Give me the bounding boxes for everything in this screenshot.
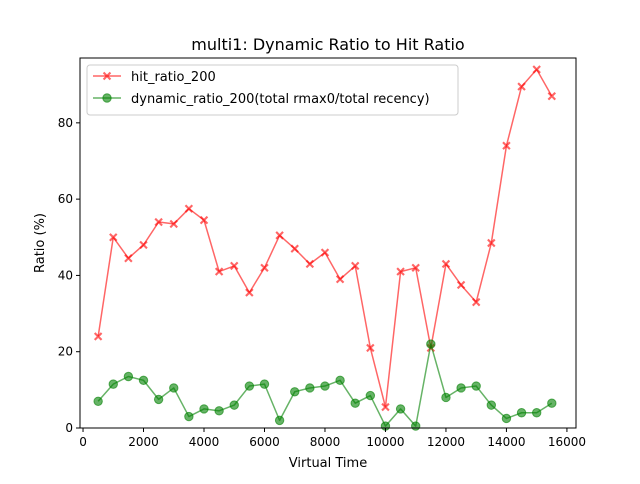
data-point: [124, 254, 133, 263]
legend-entry-hit-ratio: hit_ratio_200: [93, 70, 216, 85]
legend-box: [86, 64, 459, 116]
x-axis-ticks: 0 2000 4000 6000 8000 10000 12000 14000 16000: [79, 428, 586, 449]
data-point: [456, 280, 466, 290]
data-point: [230, 261, 239, 271]
data-point: [471, 381, 481, 391]
data-point: [138, 375, 149, 386]
x-tick-label: 16000: [548, 435, 586, 449]
data-point: [109, 233, 118, 242]
data-point: [471, 297, 481, 307]
data-point: [381, 402, 390, 412]
data-point: [456, 383, 466, 393]
legend-entry-dynamic-ratio: dynamic_ratio_200(total rmax0/total rece…: [93, 92, 430, 107]
plot-background: [80, 58, 576, 428]
y-tick-label: 20: [58, 345, 73, 359]
legend-marker-symbol: [102, 93, 112, 103]
data-point: [245, 288, 254, 297]
x-tick-label: 4000: [189, 435, 220, 449]
data-point: [351, 261, 360, 271]
plot-frame: [79, 57, 577, 429]
series-layer: [93, 65, 557, 431]
data-point: [320, 381, 330, 391]
data-point: [154, 217, 163, 227]
data-point: [365, 390, 376, 401]
y-axis-ticks: 0 20 40 60 80: [58, 116, 80, 435]
series-1: [93, 339, 557, 431]
y-tick-label: 60: [58, 192, 73, 206]
data-point: [441, 392, 451, 403]
data-point: [305, 259, 315, 269]
data-point: [169, 383, 179, 393]
plot-area: [80, 58, 576, 428]
data-point: [260, 263, 269, 272]
data-point: [502, 141, 511, 150]
data-point: [366, 343, 375, 353]
data-point: [139, 240, 148, 250]
data-point: [320, 248, 330, 257]
data-point: [547, 91, 557, 101]
data-point: [411, 263, 420, 272]
data-point: [441, 259, 451, 269]
data-point: [199, 215, 209, 225]
axes-frame: [79, 57, 577, 429]
data-point: [275, 231, 284, 240]
legend-marker-dynamic-ratio: [102, 93, 112, 103]
x-tick-label: 14000: [487, 435, 525, 449]
x-tick-label: 12000: [427, 435, 465, 449]
data-point: [517, 82, 526, 91]
series-0: [93, 65, 557, 412]
legend-label-hit-ratio: hit_ratio_200: [131, 70, 216, 85]
y-axis-label: Ratio (%): [33, 213, 48, 273]
legend-marker-hit-ratio: [102, 71, 112, 81]
x-tick-label: 0: [79, 435, 87, 449]
data-point: [335, 275, 345, 284]
data-point: [290, 387, 300, 397]
data-point: [153, 394, 164, 405]
data-point: [335, 375, 345, 386]
data-point: [486, 400, 497, 410]
y-tick-label: 40: [58, 268, 73, 282]
data-point: [501, 413, 512, 424]
data-point: [426, 339, 436, 349]
x-axis-label: Virtual Time: [289, 456, 367, 471]
data-point: [259, 379, 270, 389]
x-tick-label: 6000: [249, 435, 280, 449]
data-point: [516, 408, 527, 418]
legend-marker-symbol: [102, 71, 112, 81]
data-point: [123, 371, 134, 382]
legend: hit_ratio_200 dynamic_ratio_200(total rm…: [86, 64, 459, 116]
legend-label-dynamic-ratio: dynamic_ratio_200(total rmax0/total rece…: [131, 92, 430, 107]
data-point: [396, 267, 405, 276]
data-point: [169, 219, 178, 229]
data-point: [487, 238, 496, 248]
y-tick-label: 0: [65, 421, 73, 435]
data-point: [305, 383, 315, 393]
data-point: [411, 421, 421, 431]
data-point: [244, 381, 255, 391]
data-point: [93, 332, 103, 341]
y-tick-label: 80: [58, 116, 73, 130]
data-point: [531, 408, 542, 418]
data-point: [214, 406, 224, 416]
data-point: [214, 267, 224, 276]
chart-title: multi1: Dynamic Ratio to Hit Ratio: [191, 35, 464, 54]
data-point: [93, 396, 103, 406]
data-point: [350, 398, 360, 408]
data-point: [184, 204, 194, 213]
x-tick-label: 10000: [366, 435, 404, 449]
data-point: [184, 411, 194, 422]
x-tick-label: 8000: [310, 435, 341, 449]
data-point: [395, 404, 406, 414]
data-point: [108, 379, 118, 389]
data-point: [274, 415, 285, 426]
data-point: [547, 398, 557, 408]
data-point: [532, 65, 541, 74]
data-point: [199, 404, 209, 414]
data-point: [290, 244, 299, 253]
x-tick-label: 2000: [128, 435, 159, 449]
data-point: [229, 400, 239, 410]
